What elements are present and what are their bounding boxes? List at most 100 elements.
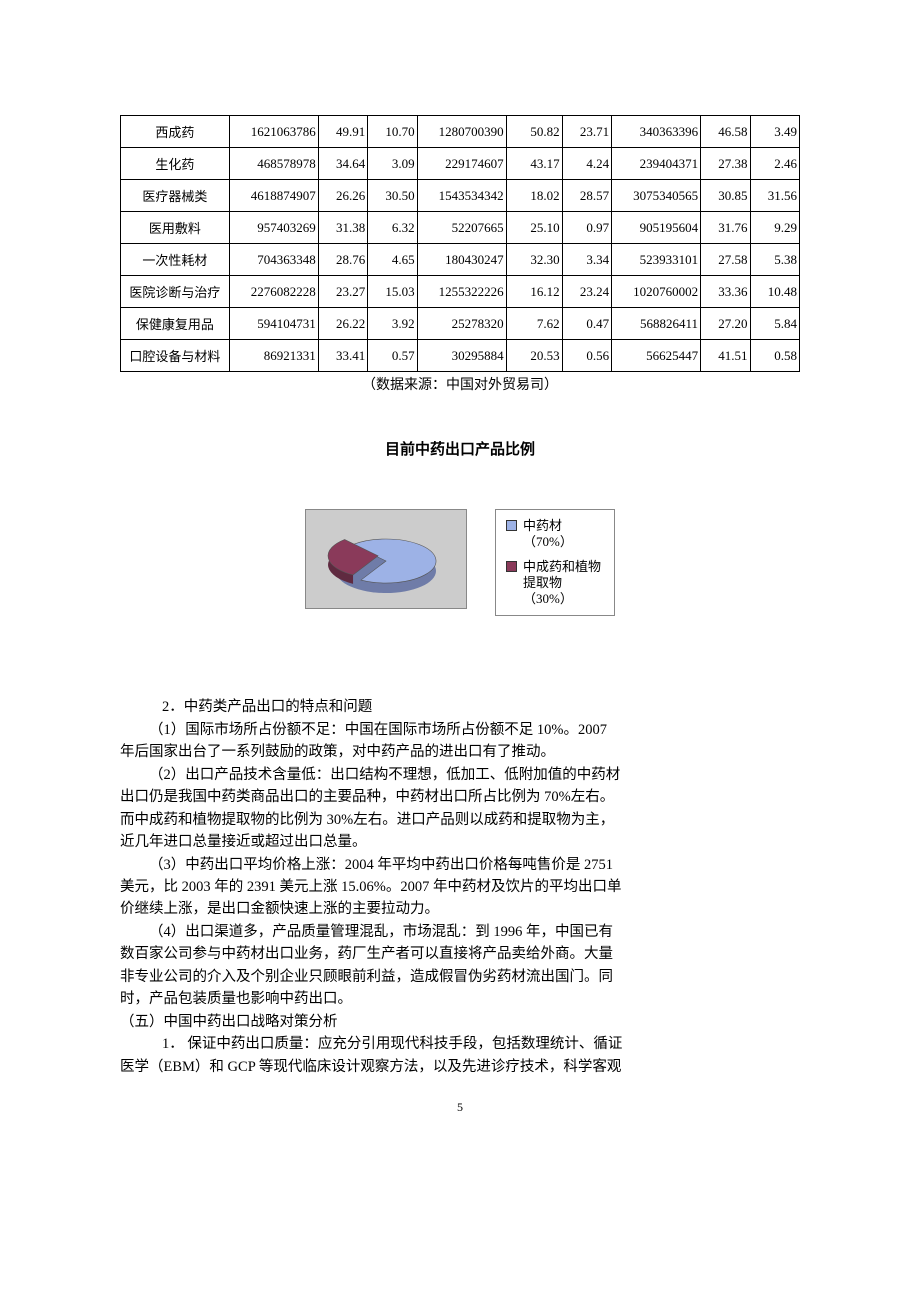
paragraph: 价继续上涨，是出口金额快速上涨的主要拉动力。 [120, 898, 800, 920]
table-cell: 3.34 [562, 244, 611, 276]
table-row-label: 生化药 [121, 148, 230, 180]
table-cell: 20.53 [506, 340, 562, 372]
table-cell: 568826411 [612, 308, 701, 340]
table-cell: 229174607 [417, 148, 506, 180]
legend-item: 中药材（70%） [506, 518, 604, 551]
table-cell: 18.02 [506, 180, 562, 212]
table-cell: 28.57 [562, 180, 611, 212]
paragraph: （1）国际市场所占份额不足：中国在国际市场所占份额不足 10%。2007 [120, 719, 800, 741]
table-cell: 1543534342 [417, 180, 506, 212]
paragraph: 出口仍是我国中药类商品出口的主要品种，中药材出口所占比例为 70%左右。 [120, 786, 800, 808]
table-cell: 25278320 [417, 308, 506, 340]
table-cell: 23.24 [562, 276, 611, 308]
data-table: 西成药162106378649.9110.70128070039050.8223… [120, 115, 800, 372]
chart-title: 目前中药出口产品比例 [120, 438, 800, 459]
table-row: 医院诊断与治疗227608222823.2715.03125532222616.… [121, 276, 800, 308]
table-cell: 86921331 [229, 340, 318, 372]
table-cell: 2.46 [750, 148, 800, 180]
table-row: 医用敷料95740326931.386.325220766525.100.979… [121, 212, 800, 244]
table-cell: 15.03 [368, 276, 417, 308]
pie-chart [305, 509, 467, 609]
paragraph: 非专业公司的介入及个别企业只顾眼前利益，造成假冒伪劣药材流出国门。同 [120, 966, 800, 988]
table-cell: 0.47 [562, 308, 611, 340]
table-cell: 33.36 [701, 276, 750, 308]
table-cell: 4618874907 [229, 180, 318, 212]
chart-legend: 中药材（70%） 中成药和植物提取物（30%） [495, 509, 615, 616]
table-row: 一次性耗材70436334828.764.6518043024732.303.3… [121, 244, 800, 276]
table-cell: 30.85 [701, 180, 750, 212]
legend-swatch [506, 561, 517, 572]
table-cell: 32.30 [506, 244, 562, 276]
table-cell: 0.97 [562, 212, 611, 244]
legend-text: 中药材（70%） [523, 518, 573, 551]
table-row-label: 口腔设备与材料 [121, 340, 230, 372]
paragraph: 年后国家出台了一系列鼓励的政策，对中药产品的进出口有了推动。 [120, 741, 800, 763]
table-cell: 30295884 [417, 340, 506, 372]
paragraph: 近几年进口总量接近或超过出口总量。 [120, 831, 800, 853]
table-cell: 4.65 [368, 244, 417, 276]
table-cell: 28.76 [318, 244, 367, 276]
table-cell: 2276082228 [229, 276, 318, 308]
table-cell: 0.58 [750, 340, 800, 372]
table-row: 口腔设备与材料8692133133.410.573029588420.530.5… [121, 340, 800, 372]
table-cell: 31.76 [701, 212, 750, 244]
paragraph: 医学（EBM）和 GCP 等现代临床设计观察方法，以及先进诊疗技术，科学客观 [120, 1056, 800, 1078]
table-cell: 23.27 [318, 276, 367, 308]
table-cell: 180430247 [417, 244, 506, 276]
paragraph: （2）出口产品技术含量低：出口结构不理想，低加工、低附加值的中药材 [120, 764, 800, 786]
table-cell: 26.22 [318, 308, 367, 340]
table-row: 生化药46857897834.643.0922917460743.174.242… [121, 148, 800, 180]
table-cell: 30.50 [368, 180, 417, 212]
table-cell: 1020760002 [612, 276, 701, 308]
table-cell: 239404371 [612, 148, 701, 180]
table-cell: 4.24 [562, 148, 611, 180]
data-source-note: （数据来源：中国对外贸易司） [120, 374, 800, 394]
paragraph: （4）出口渠道多，产品质量管理混乱，市场混乱：到 1996 年，中国已有 [120, 921, 800, 943]
table-cell: 0.56 [562, 340, 611, 372]
legend-swatch [506, 520, 517, 531]
table-cell: 5.38 [750, 244, 800, 276]
table-cell: 16.12 [506, 276, 562, 308]
legend-item: 中成药和植物提取物（30%） [506, 559, 604, 608]
table-row: 西成药162106378649.9110.70128070039050.8223… [121, 116, 800, 148]
table-row-label: 医院诊断与治疗 [121, 276, 230, 308]
table-cell: 7.62 [506, 308, 562, 340]
table-cell: 41.51 [701, 340, 750, 372]
section-heading: （五）中国中药出口战略对策分析 [120, 1011, 800, 1033]
table-cell: 23.71 [562, 116, 611, 148]
table-row-label: 医疗器械类 [121, 180, 230, 212]
pie-chart-container: 中药材（70%） 中成药和植物提取物（30%） [120, 509, 800, 616]
table-cell: 31.56 [750, 180, 800, 212]
paragraph: 数百家公司参与中药材出口业务，药厂生产者可以直接将产品卖给外商。大量 [120, 943, 800, 965]
table-row: 医疗器械类461887490726.2630.50154353434218.02… [121, 180, 800, 212]
table-cell: 6.32 [368, 212, 417, 244]
table-cell: 3.49 [750, 116, 800, 148]
document-body: 2．中药类产品出口的特点和问题 （1）国际市场所占份额不足：中国在国际市场所占份… [120, 696, 800, 1078]
table-cell: 340363396 [612, 116, 701, 148]
table-cell: 49.91 [318, 116, 367, 148]
table-cell: 27.38 [701, 148, 750, 180]
table-row-label: 西成药 [121, 116, 230, 148]
table-cell: 27.58 [701, 244, 750, 276]
paragraph: 1． 保证中药出口质量：应充分引用现代科技手段，包括数理统计、循证 [120, 1033, 800, 1055]
table-row-label: 保健康复用品 [121, 308, 230, 340]
paragraph: 而中成药和植物提取物的比例为 30%左右。进口产品则以成药和提取物为主， [120, 809, 800, 831]
table-cell: 3.09 [368, 148, 417, 180]
table-cell: 3075340565 [612, 180, 701, 212]
table-cell: 26.26 [318, 180, 367, 212]
table-cell: 25.10 [506, 212, 562, 244]
table-cell: 1255322226 [417, 276, 506, 308]
pie-chart-svg [316, 516, 456, 602]
table-cell: 34.64 [318, 148, 367, 180]
table-cell: 3.92 [368, 308, 417, 340]
table-cell: 50.82 [506, 116, 562, 148]
page-number: 5 [120, 1100, 800, 1115]
legend-text: 中成药和植物提取物（30%） [523, 559, 601, 608]
table-cell: 33.41 [318, 340, 367, 372]
table-row-label: 医用敷料 [121, 212, 230, 244]
table-cell: 43.17 [506, 148, 562, 180]
table-cell: 0.57 [368, 340, 417, 372]
paragraph: 2．中药类产品出口的特点和问题 [120, 696, 800, 718]
table-cell: 704363348 [229, 244, 318, 276]
table-cell: 9.29 [750, 212, 800, 244]
